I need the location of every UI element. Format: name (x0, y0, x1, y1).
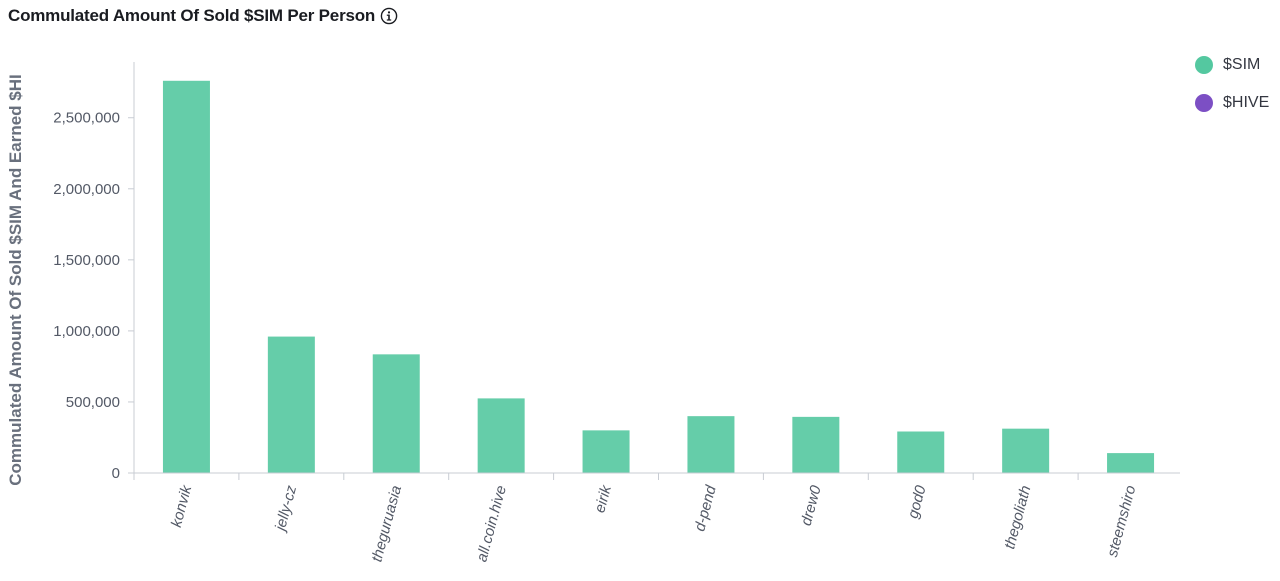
y-axis: 0 500,000 1,000,000 1,500,000 2,000,000 2,500… (53, 62, 135, 482)
bar-eirik[interactable] (582, 430, 630, 473)
y-tick-label: 1,500,000 (53, 252, 120, 269)
legend-item-hive[interactable]: $HIVE (1195, 92, 1269, 114)
bar-chart: Commulated Amount Of Sold $SIM And Earne… (6, 62, 1180, 564)
x-tick-label: eirik (591, 482, 615, 514)
bar-d-pend[interactable] (687, 416, 735, 473)
y-tick-label: 500,000 (66, 394, 120, 411)
x-tick-label: konvik (168, 482, 196, 529)
y-tick-label: 2,500,000 (53, 110, 120, 127)
x-tick-label: jelly-cz (271, 483, 300, 534)
legend: $SIM $HIVE (1195, 54, 1269, 130)
bar-drew0[interactable] (792, 416, 840, 473)
bar-jelly-cz[interactable] (267, 336, 315, 473)
x-tick-label: d-pend (691, 483, 720, 533)
y-tick-label: 0 (112, 465, 120, 482)
x-tick-label: thegoliath (1001, 484, 1034, 551)
legend-swatch-hive (1195, 94, 1213, 112)
x-tick-label: god0 (905, 483, 930, 520)
legend-label-hive: $HIVE (1223, 94, 1270, 111)
bar-god0[interactable] (897, 431, 945, 473)
chart-title-row: Commulated Amount Of Sold $SIM Per Perso… (8, 5, 398, 27)
legend-label-sim: $SIM (1223, 56, 1261, 73)
x-tick-label: steemshiro (1104, 484, 1139, 559)
chart-title: Commulated Amount Of Sold $SIM Per Perso… (8, 6, 376, 25)
x-axis: konvik jelly-cz theguruasia all.coin.hive ei… (133, 472, 1180, 564)
y-axis-title-group: Commulated Amount Of Sold $SIM And Earne… (6, 74, 25, 486)
legend-swatch-sim (1195, 56, 1213, 74)
x-tick-label: theguruasia (368, 484, 405, 564)
y-tick-label: 1,000,000 (53, 323, 120, 340)
info-icon[interactable] (380, 7, 398, 25)
bars (162, 80, 1155, 473)
bar-all-coin-hive[interactable] (477, 398, 525, 473)
x-tick-label: all.coin.hive (473, 484, 510, 564)
bar-thegoliath[interactable] (1002, 428, 1050, 473)
legend-item-sim[interactable]: $SIM (1195, 54, 1269, 76)
bar-konvik[interactable] (162, 80, 210, 473)
y-axis-title: Commulated Amount Of Sold $SIM And Earne… (6, 74, 25, 486)
bar-steemshiro[interactable] (1107, 453, 1155, 473)
x-tick-label: drew0 (798, 483, 825, 527)
bar-theguruasia[interactable] (372, 354, 420, 473)
y-tick-label: 2,000,000 (53, 181, 120, 198)
